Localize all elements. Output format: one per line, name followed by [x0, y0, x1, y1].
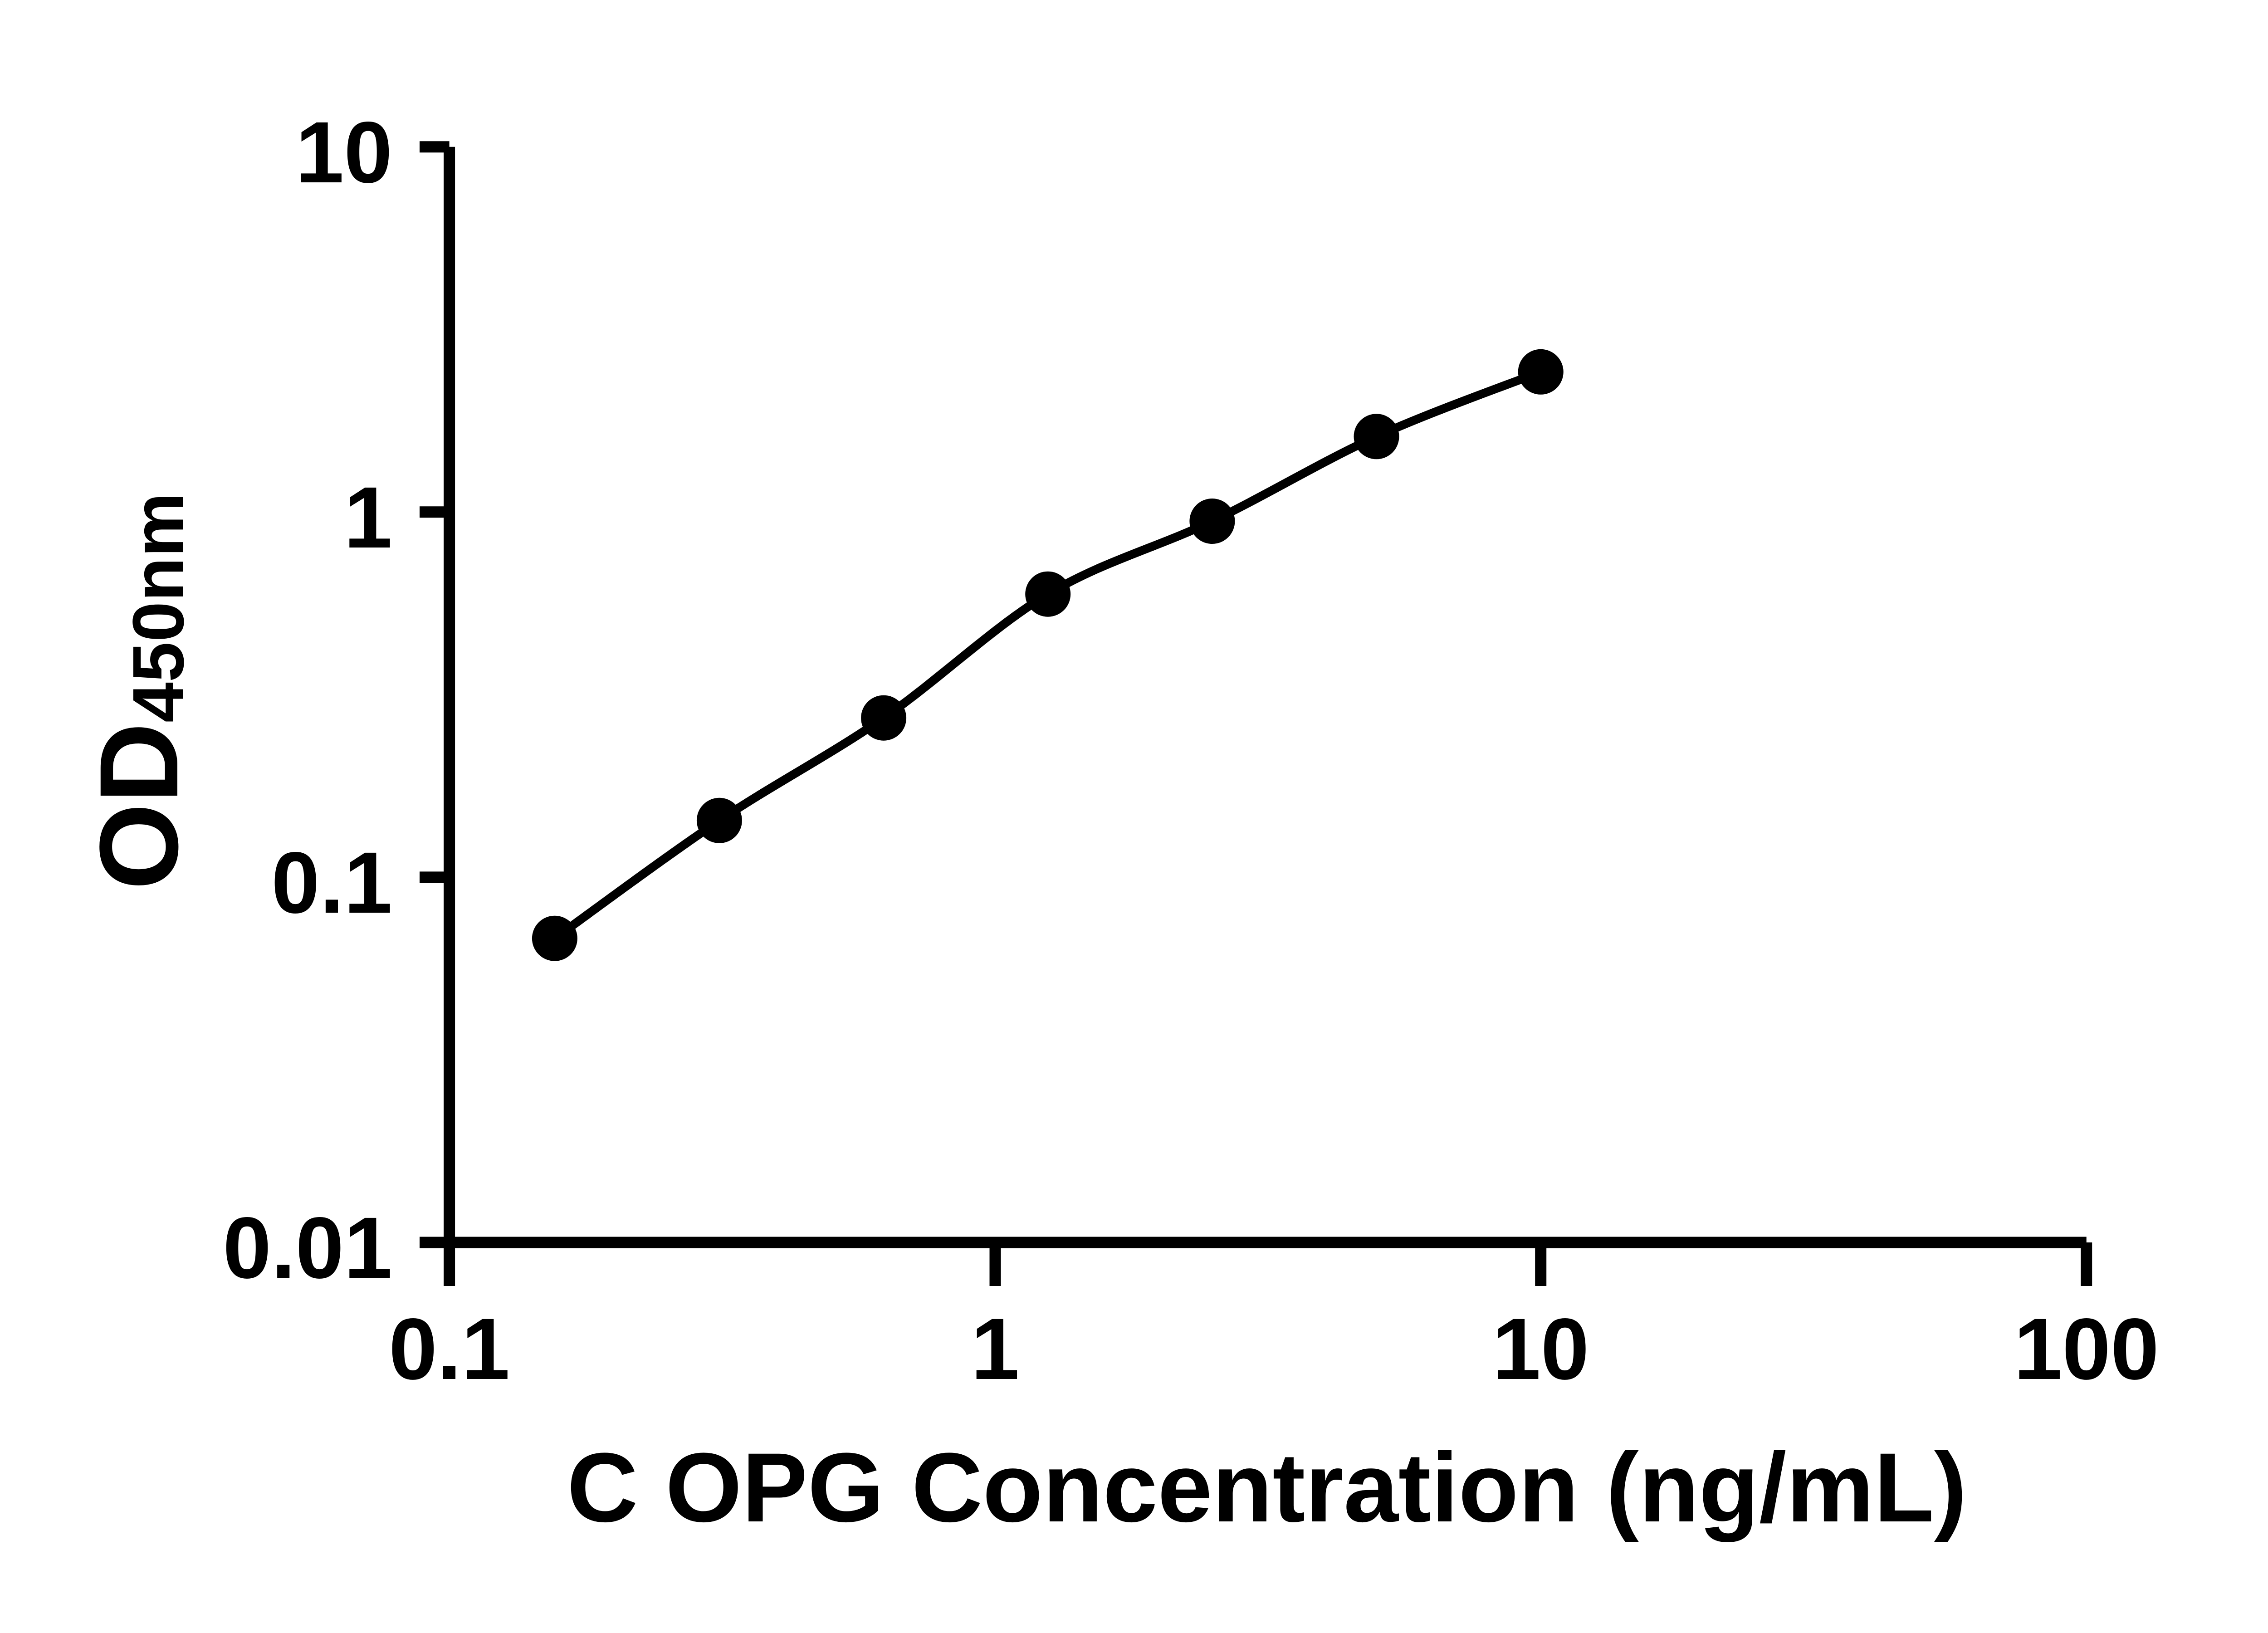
svg-text:1: 1: [971, 1300, 1020, 1398]
svg-text:0.1: 0.1: [389, 1300, 510, 1398]
svg-text:OD450nm: OD450nm: [77, 493, 201, 890]
svg-text:10: 10: [295, 103, 392, 201]
svg-text:0.01: 0.01: [223, 1199, 392, 1296]
svg-text:100: 100: [2014, 1300, 2159, 1398]
svg-text:0.1: 0.1: [271, 834, 392, 931]
svg-text:1: 1: [344, 469, 392, 566]
svg-text:C OPG Concentration (ng/mL): C OPG Concentration (ng/mL): [567, 1433, 1967, 1542]
svg-text:10: 10: [1492, 1300, 1589, 1398]
